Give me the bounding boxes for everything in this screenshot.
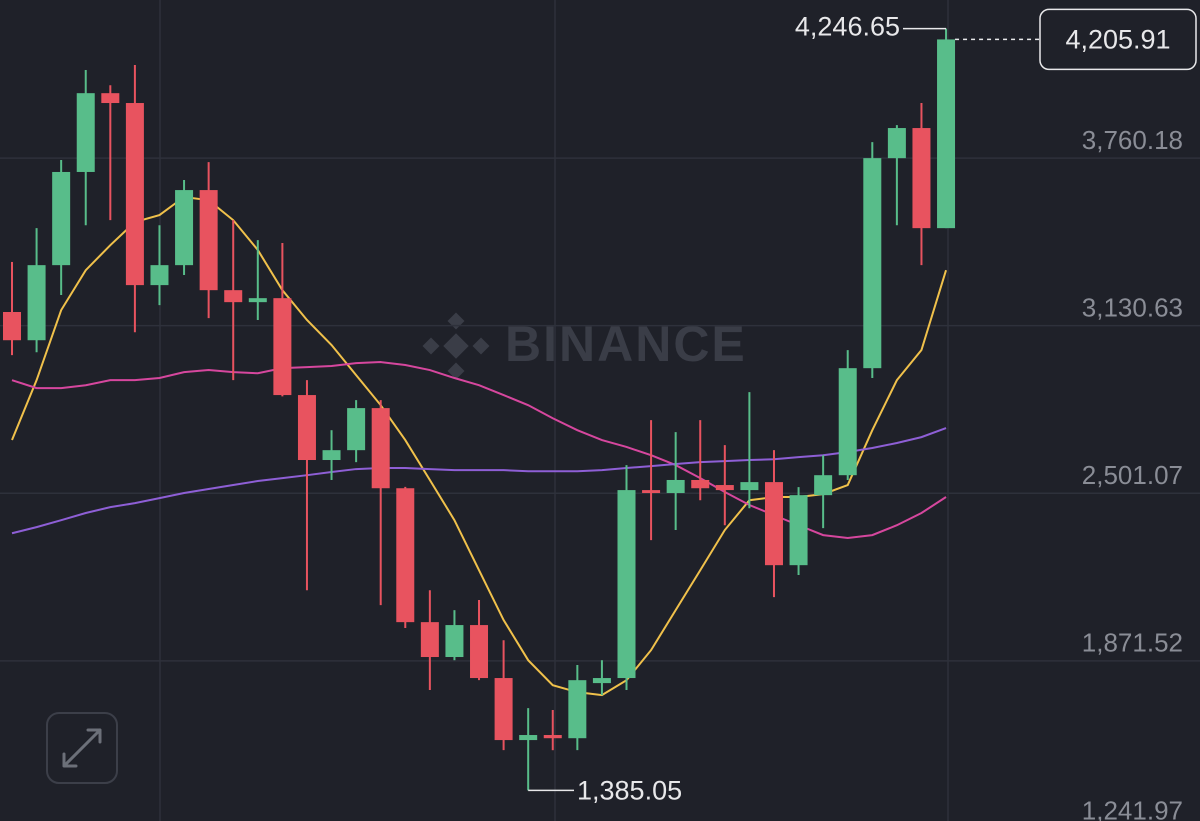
candle-body: [150, 265, 169, 286]
y-tick-label: 1,871.52: [1082, 628, 1183, 658]
moving-average-line: [11, 427, 947, 535]
candle-body: [863, 158, 882, 369]
candle-body: [470, 625, 489, 679]
candle-body: [642, 490, 661, 494]
candle-body: [912, 128, 931, 229]
candle-body: [76, 93, 95, 172]
candle-body: [224, 290, 243, 303]
candle-body: [396, 488, 415, 623]
candle-body: [3, 312, 21, 341]
candle-body: [494, 678, 513, 741]
expand-box[interactable]: [46, 712, 118, 784]
candle-body: [543, 735, 562, 739]
y-tick-label: 3,130.63: [1082, 293, 1183, 323]
candle-body: [248, 298, 267, 303]
candle-body: [273, 298, 292, 396]
candle-body: [838, 368, 857, 476]
low-label: 1,385.05: [577, 775, 682, 805]
candle-body: [715, 485, 734, 491]
candle-body: [617, 490, 636, 679]
candle-body: [691, 479, 710, 489]
candle-body: [764, 482, 783, 566]
expand-button[interactable]: [46, 712, 118, 784]
candle-body: [814, 475, 833, 496]
high-label: 4,246.65: [795, 12, 900, 42]
candle-body: [740, 482, 759, 491]
candle-body: [937, 39, 956, 229]
candle-body: [175, 190, 194, 266]
y-tick-label: 1,241.97: [1082, 795, 1183, 821]
candle-body: [592, 678, 611, 684]
last-price-box: [1039, 8, 1197, 71]
candle-body: [199, 190, 218, 291]
candle-body: [347, 408, 366, 451]
expand-icon[interactable]: [62, 728, 102, 768]
candle-body: [52, 171, 71, 266]
candle-body: [445, 625, 464, 658]
candle-body: [887, 128, 906, 159]
last-price-label: 4,205.91: [1065, 25, 1170, 55]
candle-body: [297, 395, 316, 461]
candle-body: [371, 408, 390, 489]
candle-body: [519, 735, 538, 741]
y-tick-label: 3,760.18: [1082, 125, 1183, 155]
candle-body: [420, 622, 439, 658]
candle-body: [27, 265, 46, 341]
y-tick-label: 2,501.07: [1082, 460, 1183, 490]
watermark-text: BINANCE: [505, 316, 747, 372]
candle-body: [322, 450, 341, 461]
candle-body: [666, 479, 685, 494]
candle-body: [789, 495, 808, 566]
candle-body: [101, 93, 120, 104]
candle-body: [125, 103, 144, 286]
candle-body: [568, 680, 587, 739]
